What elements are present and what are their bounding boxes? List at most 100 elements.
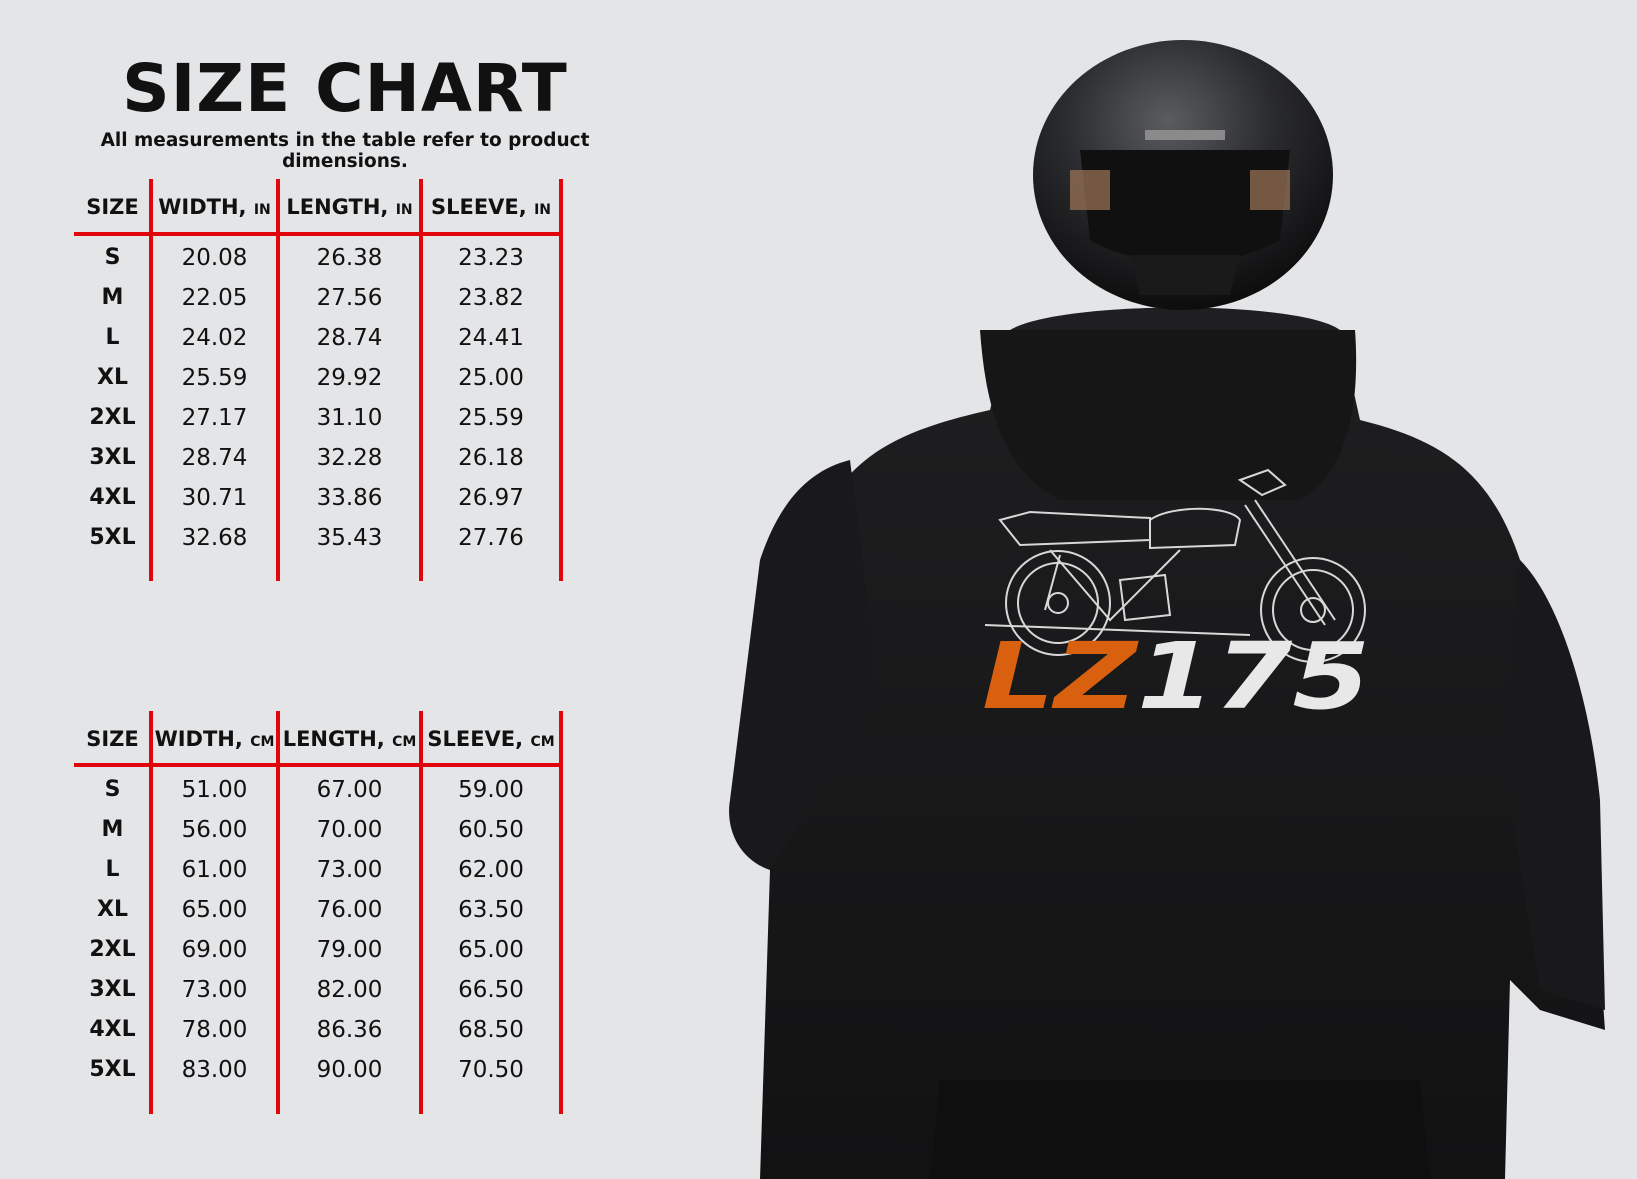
size-label: S xyxy=(104,245,121,270)
measurement-cell: 27.17 xyxy=(181,405,248,431)
column-header: WIDTH, CM xyxy=(151,727,278,751)
measurement-cell: 67.00 xyxy=(316,777,383,803)
size-label: 4XL xyxy=(89,485,136,510)
column-divider xyxy=(149,711,153,1114)
column-divider xyxy=(419,179,423,581)
column-label: SLEEVE, xyxy=(427,727,524,751)
measurement-cell: 61.00 xyxy=(181,857,248,883)
svg-text:LZ: LZ xyxy=(982,623,1140,730)
header-divider xyxy=(74,232,561,236)
measurement-cell: 65.00 xyxy=(458,937,524,963)
size-label: 2XL xyxy=(89,937,136,962)
column-unit: IN xyxy=(253,202,271,218)
column-label: WIDTH, xyxy=(154,727,243,751)
size-label: 3XL xyxy=(89,445,136,470)
column-divider xyxy=(559,179,563,581)
helmet xyxy=(1033,40,1333,310)
column-header: WIDTH, IN xyxy=(151,195,278,219)
column-label: WIDTH, xyxy=(158,195,247,219)
measurement-cell: 86.36 xyxy=(316,1017,383,1043)
measurement-cell: 76.00 xyxy=(316,897,383,923)
measurement-cell: 25.00 xyxy=(458,365,524,391)
svg-text:175: 175 xyxy=(1137,623,1370,730)
column-unit: IN xyxy=(534,202,552,218)
size-label: 5XL xyxy=(89,1057,136,1082)
size-label: XL xyxy=(97,365,128,390)
size-table-centimeters: SIZE WIDTH, CM LENGTH, CM SLEEVE, CM S 51.00 6… xyxy=(74,711,564,1114)
column-header: SLEEVE, IN xyxy=(421,195,561,219)
measurement-cell: 73.00 xyxy=(316,857,383,883)
measurement-cell: 73.00 xyxy=(181,977,248,1003)
measurement-cell: 82.00 xyxy=(316,977,383,1003)
column-unit: CM xyxy=(392,734,417,750)
measurement-cell: 25.59 xyxy=(458,405,524,431)
measurement-cell: 24.02 xyxy=(181,325,248,351)
column-header: SLEEVE, CM xyxy=(421,727,561,751)
measurement-cell: 26.97 xyxy=(458,485,524,511)
column-divider xyxy=(276,179,280,581)
measurement-cell: 30.71 xyxy=(181,485,248,511)
column-label: SIZE xyxy=(86,727,139,751)
measurement-cell: 31.10 xyxy=(316,405,383,431)
measurement-cell: 65.00 xyxy=(181,897,248,923)
size-label: M xyxy=(101,285,124,310)
size-label: L xyxy=(105,857,120,882)
lz175-logo: LZ 175 xyxy=(982,623,1370,730)
measurement-cell: 69.00 xyxy=(181,937,248,963)
measurement-cell: 23.82 xyxy=(458,285,524,311)
size-label: XL xyxy=(97,897,128,922)
measurement-cell: 90.00 xyxy=(316,1057,383,1083)
column-unit: IN xyxy=(395,202,413,218)
measurement-cell: 29.92 xyxy=(316,365,383,391)
measurement-cell: 28.74 xyxy=(181,445,248,471)
column-label: LENGTH, xyxy=(282,727,385,751)
size-table-inches: SIZE WIDTH, IN LENGTH, IN SLEEVE, IN S 20.08 2… xyxy=(74,179,564,581)
column-divider xyxy=(149,179,153,581)
measurement-cell: 70.50 xyxy=(458,1057,524,1083)
size-label: 3XL xyxy=(89,977,136,1002)
column-divider xyxy=(276,711,280,1114)
measurement-cell: 56.00 xyxy=(181,817,248,843)
hoodie-silhouette xyxy=(729,307,1605,1179)
column-label: LENGTH, xyxy=(286,195,389,219)
measurement-cell: 59.00 xyxy=(458,777,524,803)
column-header: LENGTH, CM xyxy=(278,727,421,751)
measurement-cell: 83.00 xyxy=(181,1057,248,1083)
measurement-cell: 78.00 xyxy=(181,1017,248,1043)
measurement-cell: 79.00 xyxy=(316,937,383,963)
measurement-cell: 25.59 xyxy=(181,365,248,391)
measurement-cell: 23.23 xyxy=(458,245,524,271)
measurement-cell: 66.50 xyxy=(458,977,524,1003)
size-label: S xyxy=(104,777,121,802)
size-label: M xyxy=(101,817,124,842)
column-label: SLEEVE, xyxy=(430,195,527,219)
size-label: 5XL xyxy=(89,525,136,550)
measurement-cell: 35.43 xyxy=(316,525,383,551)
measurement-cell: 32.28 xyxy=(316,445,383,471)
header-divider xyxy=(74,763,561,767)
measurement-cell: 70.00 xyxy=(316,817,383,843)
measurement-cell: 20.08 xyxy=(181,245,248,271)
product-photo-hoodie-back: LZ 175 xyxy=(729,40,1605,1179)
measurement-cell: 62.00 xyxy=(458,857,524,883)
page-subtitle: All measurements in the table refer to p… xyxy=(100,130,590,172)
measurement-cell: 27.76 xyxy=(458,525,524,551)
column-divider xyxy=(419,711,423,1114)
column-header: SIZE xyxy=(74,727,151,751)
measurement-cell: 33.86 xyxy=(316,485,383,511)
measurement-cell: 27.56 xyxy=(316,285,383,311)
column-unit: CM xyxy=(250,734,275,750)
page-title: SIZE CHART xyxy=(122,50,568,127)
motorcycle-graphic xyxy=(984,468,1366,663)
measurement-cell: 68.50 xyxy=(458,1017,524,1043)
column-header: LENGTH, IN xyxy=(278,195,421,219)
measurement-cell: 32.68 xyxy=(181,525,248,551)
measurement-cell: 22.05 xyxy=(181,285,248,311)
measurement-cell: 26.18 xyxy=(458,445,524,471)
column-unit: CM xyxy=(530,734,555,750)
measurement-cell: 60.50 xyxy=(458,817,524,843)
measurement-cell: 24.41 xyxy=(458,325,524,351)
column-header: SIZE xyxy=(74,195,151,219)
size-label: 2XL xyxy=(89,405,136,430)
measurement-cell: 26.38 xyxy=(316,245,383,271)
